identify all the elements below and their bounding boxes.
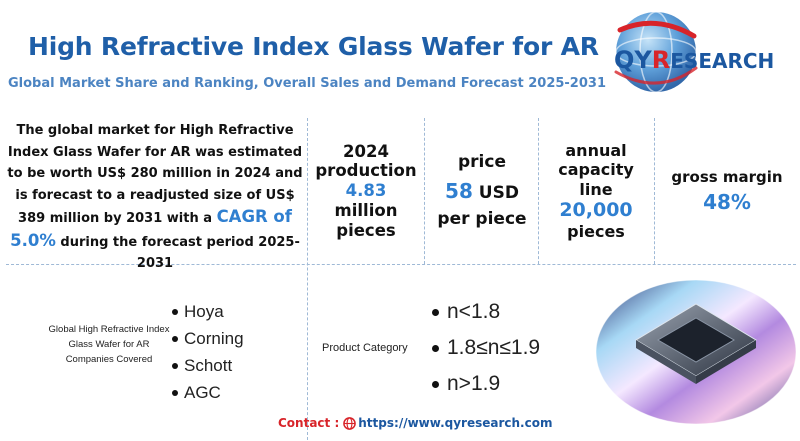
- companies-label: Global High Refractive Index Glass Wafer…: [48, 324, 170, 365]
- list-item: AGC: [172, 379, 244, 406]
- production-value: 4.83: [345, 181, 387, 201]
- globe-icon: [343, 416, 357, 430]
- cagr-highlight: CAGR of 5.0%: [10, 207, 292, 250]
- divider: [424, 118, 425, 264]
- margin-metric: gross margin 48%: [656, 120, 798, 262]
- contact-line: Contact : https://www.qyresearch.com: [278, 416, 552, 430]
- bullet-icon: [172, 362, 178, 369]
- production-year: 2024: [343, 141, 389, 161]
- website-link[interactable]: https://www.qyresearch.com: [358, 416, 553, 430]
- globe-logo-icon: [614, 11, 698, 93]
- list-item: Hoya: [172, 298, 244, 325]
- production-label: production: [315, 161, 417, 181]
- bullet-icon: [432, 380, 439, 388]
- price-value: 58: [445, 178, 473, 203]
- summary-tail: during the forecast period 2025-2031: [60, 234, 300, 272]
- page-title: High Refractive Index Glass Wafer for AR: [28, 32, 599, 61]
- list-item: Schott: [172, 352, 244, 379]
- bullet-icon: [432, 308, 439, 316]
- capacity-value: 20,000: [559, 198, 633, 221]
- production-unit-2: pieces: [336, 220, 396, 240]
- companies-list: Hoya Corning Schott AGC: [172, 298, 244, 406]
- divider: [654, 118, 655, 264]
- production-unit: million: [334, 200, 398, 220]
- divider: [6, 264, 796, 265]
- divider: [307, 118, 308, 440]
- list-item: 1.8≤n≤1.9: [432, 330, 540, 366]
- bullet-icon: [172, 389, 178, 396]
- production-metric: 2024 production 4.83 million pieces: [310, 120, 422, 262]
- glass-wafer-chip-image: [588, 262, 800, 430]
- price-per-piece: per piece: [437, 209, 527, 230]
- capacity-label: annual: [565, 141, 627, 161]
- divider: [538, 118, 539, 264]
- capacity-label-3: line: [579, 179, 613, 199]
- price-metric: price 58 USD per piece: [426, 120, 538, 262]
- price-label: price: [458, 152, 506, 173]
- bullet-icon: [432, 344, 439, 352]
- summary-text: The global market for High Refractive In…: [7, 123, 303, 226]
- margin-label: gross margin: [671, 168, 783, 186]
- page-subtitle: Global Market Share and Ranking, Overall…: [8, 76, 606, 91]
- list-item: Corning: [172, 325, 244, 352]
- price-unit: USD: [478, 182, 519, 203]
- qyresearch-logo: QYRESEARCH: [606, 6, 800, 102]
- list-item: n<1.8: [432, 294, 540, 330]
- list-item: n>1.9: [432, 366, 540, 402]
- capacity-unit: pieces: [567, 221, 625, 241]
- capacity-metric: annual capacity line 20,000 pieces: [540, 120, 652, 262]
- product-list: n<1.8 1.8≤n≤1.9 n>1.9: [432, 294, 540, 402]
- logo-wordmark: QYRESEARCH: [614, 46, 775, 74]
- margin-value: 48%: [703, 190, 751, 214]
- bullet-icon: [172, 335, 178, 342]
- contact-label: Contact :: [278, 416, 340, 430]
- product-category-label: Product Category: [322, 342, 408, 354]
- capacity-label-2: capacity: [558, 160, 634, 180]
- bullet-icon: [172, 308, 178, 315]
- market-summary: The global market for High Refractive In…: [6, 120, 304, 275]
